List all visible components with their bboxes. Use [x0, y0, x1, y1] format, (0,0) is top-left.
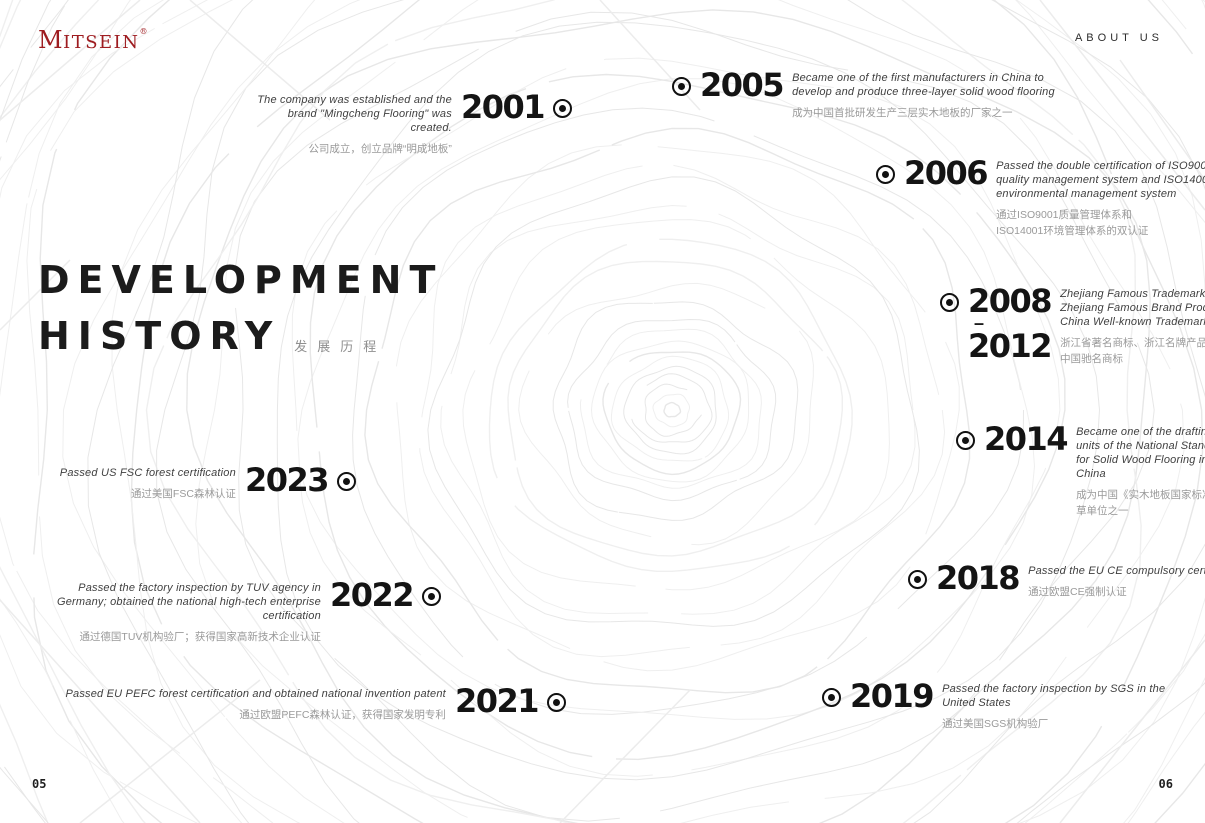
- timeline-text-en: Passed the factory inspection by TUV age…: [56, 582, 321, 622]
- timeline-text: Zhejiang Famous Trademark, Zhejiang Famo…: [1060, 287, 1205, 367]
- year-label: 2021: [454, 682, 540, 720]
- timeline-year: 2005: [700, 66, 785, 104]
- marker-dot: [828, 694, 835, 701]
- timeline-entry: 2008 – 2012 Zhejiang Famous Trademark, Z…: [940, 282, 1205, 367]
- timeline-entry: 2021 Passed EU PEFC forest certification…: [0, 682, 566, 723]
- timeline-text-en: Passed US FSC forest certification: [59, 467, 236, 479]
- marker-dot: [914, 576, 921, 583]
- registered-mark-icon: ®: [139, 27, 148, 36]
- timeline-text-cn: 公司成立，创立品牌“明成地板”: [308, 143, 452, 155]
- timeline-text-en: Zhejiang Famous Trademark, Zhejiang Famo…: [1060, 288, 1205, 328]
- timeline-text: Passed the double certification of ISO90…: [996, 159, 1205, 239]
- timeline-text-cn: 成为中国首批研发生产三层实木地板的厂家之一: [792, 107, 1013, 119]
- timeline-entry: 2006 Passed the double certification of …: [876, 154, 1205, 239]
- timeline-text: Passed US FSC forest certification 通过美国F…: [36, 466, 236, 502]
- timeline-entry: 2019 Passed the factory inspection by SG…: [822, 677, 1170, 732]
- timeline-year: 2018: [936, 559, 1021, 597]
- timeline-marker-icon: [956, 431, 975, 450]
- timeline-year: 2001: [460, 88, 546, 126]
- logo-rest: ITSEIN: [63, 32, 140, 53]
- timeline-entry: 2022 Passed the factory inspection by TU…: [37, 576, 441, 645]
- timeline-marker-icon: [553, 99, 572, 118]
- timeline-entry: 2005 Became one of the first manufacture…: [672, 66, 1080, 121]
- marker-dot: [553, 699, 560, 706]
- year-label: 2001: [460, 88, 546, 126]
- page-title: DEVELOPMENT HISTORY 发展历程: [38, 252, 443, 364]
- year-label: 2005: [700, 66, 785, 104]
- year-label: 2019: [850, 677, 935, 715]
- logo-initial: M: [38, 26, 64, 54]
- timeline-text: Passed EU PEFC forest certification and …: [0, 687, 446, 723]
- timeline-marker-icon: [908, 570, 927, 589]
- timeline-year: 2006: [904, 154, 989, 192]
- timeline-marker-icon: [547, 693, 566, 712]
- timeline-text-cn: 通过美国SGS机构验厂: [942, 718, 1049, 730]
- year-label: 2014: [984, 420, 1069, 458]
- year-label: 2022: [329, 576, 415, 614]
- timeline-year: 2008 – 2012: [968, 282, 1053, 365]
- timeline-marker-icon: [940, 293, 959, 312]
- timeline-text-cn: 通过欧盟PEFC森林认证，获得国家发明专利: [239, 709, 446, 721]
- timeline-text: Became one of the first manufacturers in…: [792, 71, 1080, 121]
- timeline-text: Passed the EU CE compulsory certificatio…: [1028, 564, 1205, 600]
- marker-dot: [678, 83, 685, 90]
- year2-label: 2012: [968, 327, 1053, 365]
- timeline-text-cn: 通过ISO9001质量管理体系和 ISO14001环境管理体系的双认证: [996, 209, 1149, 237]
- timeline-text: Passed the factory inspection by SGS in …: [942, 682, 1170, 732]
- timeline-marker-icon: [822, 688, 841, 707]
- marker-dot: [559, 105, 566, 112]
- marker-dot: [428, 593, 435, 600]
- timeline-entry: 2001 The company was established and the…: [254, 88, 572, 157]
- timeline-text-en: Passed the double certification of ISO90…: [996, 160, 1205, 200]
- year-label: 2008: [968, 282, 1053, 320]
- nav-about-us[interactable]: ABOUT US: [1074, 32, 1163, 44]
- timeline-year: 2023: [244, 461, 330, 499]
- page-title-chinese: 发展历程: [294, 339, 387, 354]
- logo: MITSEIN®: [38, 26, 148, 54]
- year-label: 2006: [904, 154, 989, 192]
- marker-dot: [946, 299, 953, 306]
- timeline-marker-icon: [422, 587, 441, 606]
- year-range: – 2012: [968, 313, 1053, 365]
- marker-dot: [962, 437, 969, 444]
- timeline-year: 2021: [454, 682, 540, 720]
- range-dash: –: [974, 313, 985, 333]
- timeline-text-en: Became one of the first manufacturers in…: [792, 72, 1055, 98]
- timeline-text: Became one of the drafting units of the …: [1076, 425, 1205, 519]
- timeline-text-en: Passed the factory inspection by SGS in …: [942, 683, 1166, 709]
- timeline-year: 2019: [850, 677, 935, 715]
- page-number-left: 05: [32, 777, 47, 791]
- year-label: 2023: [244, 461, 330, 499]
- timeline-text-cn: 成为中国《实木地板国家标准》起 草单位之一: [1076, 489, 1205, 517]
- marker-dot: [343, 478, 350, 485]
- timeline-text: Passed the factory inspection by TUV age…: [37, 581, 321, 645]
- page-title-line1: DEVELOPMENT: [38, 258, 444, 302]
- timeline-entry: 2018 Passed the EU CE compulsory certifi…: [908, 559, 1205, 600]
- marker-dot: [882, 171, 889, 178]
- timeline-marker-icon: [337, 472, 356, 491]
- page-number-right: 06: [1158, 777, 1173, 791]
- timeline-text-en: Became one of the drafting units of the …: [1076, 426, 1205, 480]
- timeline-text-en: Passed the EU CE compulsory certificatio…: [1028, 565, 1205, 577]
- page-title-line2: HISTORY: [38, 314, 281, 358]
- timeline-text-en: Passed EU PEFC forest certification and …: [65, 688, 446, 700]
- timeline-text-cn: 通过欧盟CE强制认证: [1028, 586, 1127, 598]
- timeline-year: 2014: [984, 420, 1069, 458]
- timeline-marker-icon: [876, 165, 895, 184]
- timeline-text-cn: 浙江省著名商标、浙江名牌产品、 中国驰名商标: [1060, 337, 1205, 365]
- timeline-text: The company was established and the bran…: [254, 93, 452, 157]
- timeline-text-cn: 通过美国FSC森林认证: [130, 488, 236, 500]
- timeline-text-cn: 通过德国TUV机构验厂；获得国家高新技术企业认证: [79, 631, 321, 643]
- year-label: 2018: [936, 559, 1021, 597]
- timeline-marker-icon: [672, 77, 691, 96]
- timeline-entry: 2014 Became one of the drafting units of…: [956, 420, 1205, 519]
- timeline-year: 2022: [329, 576, 415, 614]
- timeline-entry: 2023 Passed US FSC forest certification …: [36, 461, 356, 502]
- timeline-text-en: The company was established and the bran…: [257, 94, 452, 134]
